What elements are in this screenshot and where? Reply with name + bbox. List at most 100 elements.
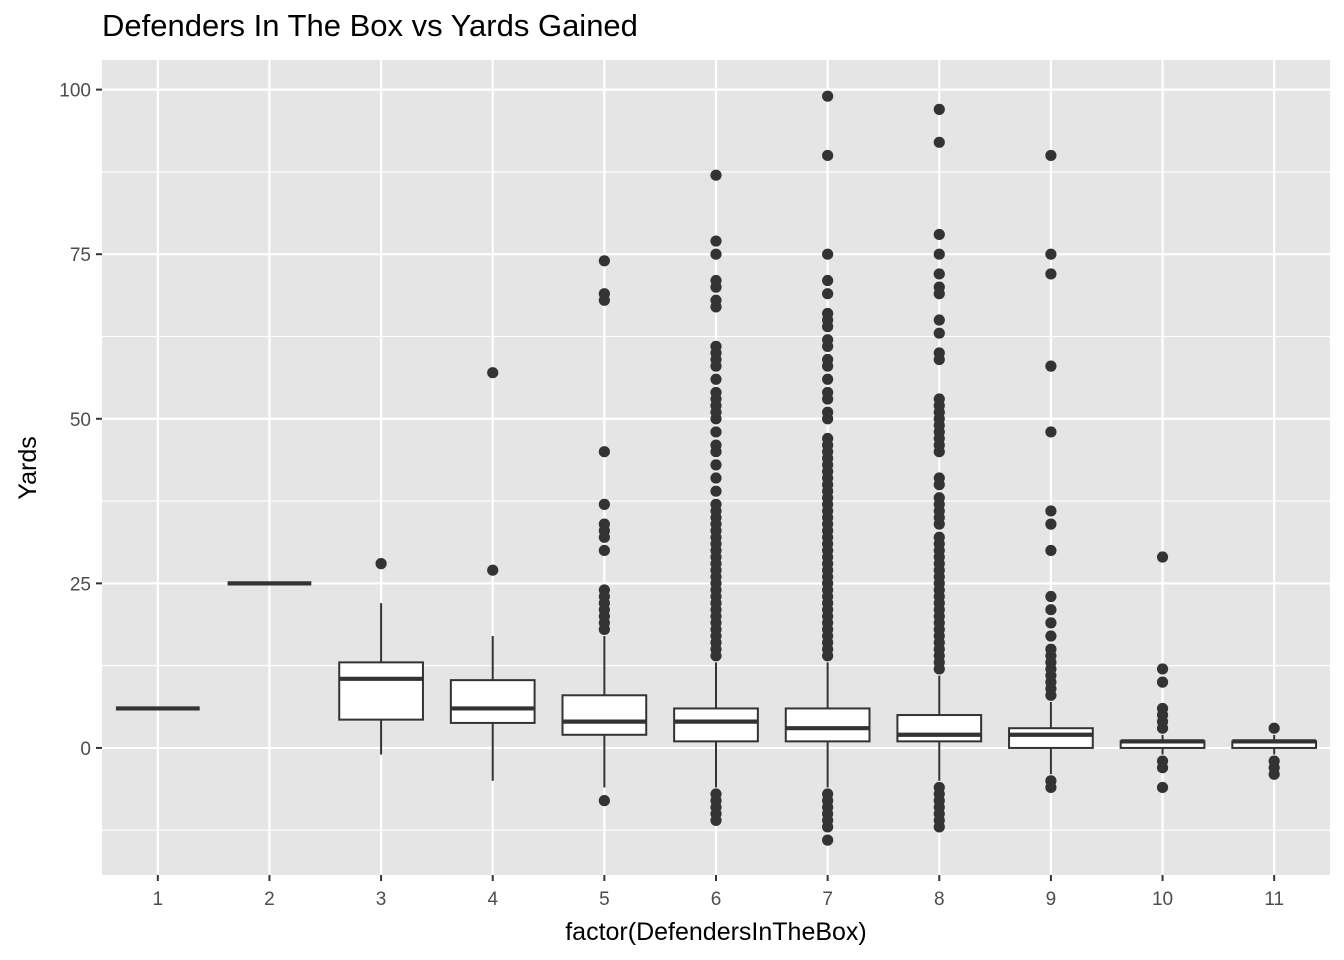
outlier-point — [933, 281, 945, 293]
axis-ticks: 0 25 50 75 100 1 2 3 4 5 6 7 8 9 10 11 — [59, 81, 1284, 910]
outlier-point — [1045, 268, 1057, 280]
outlier-point — [1045, 248, 1057, 260]
outlier-point — [710, 373, 722, 385]
outlier-point — [1045, 426, 1057, 438]
outlier-point — [598, 498, 610, 510]
box — [449, 679, 536, 724]
box-category-8 — [896, 103, 983, 833]
outlier-point — [933, 268, 945, 280]
x-tick-label: 5 — [599, 889, 610, 910]
outlier-point — [710, 485, 722, 497]
outlier-point — [710, 294, 722, 306]
outlier-point — [822, 432, 834, 445]
outlier-point — [822, 406, 834, 418]
outlier-point — [1045, 590, 1057, 603]
outlier-point — [1045, 505, 1057, 517]
box-category-3 — [338, 558, 424, 755]
outlier-point — [1045, 604, 1057, 616]
outlier-point — [710, 274, 722, 287]
outlier-point — [1156, 781, 1169, 794]
outlier-point — [1045, 775, 1057, 787]
outlier-point — [710, 426, 722, 438]
outlier-point — [1156, 676, 1169, 688]
outlier-point — [822, 353, 834, 366]
outlier-point — [933, 314, 945, 326]
outlier-point — [598, 288, 610, 300]
outlier-point — [1045, 149, 1057, 162]
outlier-point — [933, 103, 945, 115]
outlier-point — [933, 492, 945, 504]
outlier-point — [933, 136, 945, 148]
outlier-point — [710, 788, 722, 800]
outlier-point — [822, 248, 834, 260]
outlier-point — [710, 439, 722, 451]
y-tick-label: 100 — [59, 81, 91, 102]
box-category-10 — [1119, 551, 1206, 794]
x-tick-label: 11 — [1264, 889, 1284, 910]
outlier-point — [1156, 755, 1169, 767]
outlier-point — [822, 373, 834, 385]
outlier-point — [1045, 360, 1057, 372]
outlier-point — [710, 459, 722, 471]
x-tick-label: 7 — [822, 889, 833, 910]
outlier-point — [1045, 617, 1057, 629]
y-tick-label: 50 — [70, 410, 91, 431]
outlier-point — [822, 149, 834, 162]
outlier-point — [710, 498, 722, 510]
outlier-point — [822, 288, 834, 300]
outlier-point — [1045, 643, 1057, 655]
outlier-point — [487, 564, 499, 576]
box-category-6 — [673, 169, 759, 826]
y-tick-label: 0 — [80, 739, 91, 760]
outlier-point — [933, 393, 945, 405]
outlier-point — [822, 386, 834, 399]
outlier-point — [598, 544, 610, 557]
outlier-point — [1045, 544, 1057, 557]
outlier-point — [710, 340, 722, 352]
outlier-point — [822, 90, 834, 102]
outlier-point — [1045, 518, 1057, 530]
outlier-point — [598, 584, 610, 596]
x-tick-label: 3 — [376, 889, 387, 910]
box-category-9 — [1008, 149, 1094, 794]
box-category-11 — [1231, 722, 1318, 780]
outlier-point — [598, 255, 610, 267]
outlier-point — [598, 446, 610, 458]
box — [1008, 727, 1094, 749]
outlier-point — [710, 235, 722, 247]
x-tick-label: 9 — [1046, 889, 1057, 910]
box — [673, 707, 759, 743]
outlier-point — [1045, 630, 1057, 642]
outlier-point — [1156, 663, 1169, 675]
outlier-point — [933, 228, 945, 241]
box-category-5 — [561, 255, 648, 807]
box — [338, 661, 424, 721]
outlier-point — [710, 169, 722, 181]
x-tick-label: 1 — [153, 889, 164, 910]
outlier-point — [375, 558, 387, 570]
boxplot-layer — [115, 90, 1318, 846]
outlier-point — [933, 327, 945, 339]
outlier-point — [822, 788, 834, 800]
x-tick-label: 4 — [487, 889, 498, 910]
x-tick-label: 2 — [264, 889, 275, 910]
x-tick-label: 8 — [934, 889, 945, 910]
outlier-point — [598, 518, 610, 530]
outlier-point — [933, 781, 945, 794]
outlier-point — [933, 531, 945, 543]
outlier-point — [1268, 722, 1280, 734]
box — [784, 707, 871, 743]
outlier-point — [822, 334, 834, 346]
box-category-4 — [449, 367, 536, 781]
outlier-point — [933, 248, 945, 260]
x-axis-title: factor(DefendersInTheBox) — [565, 918, 867, 946]
outlier-point — [710, 472, 722, 484]
outlier-point — [933, 347, 945, 359]
box — [561, 694, 648, 736]
outlier-point — [487, 367, 499, 379]
outlier-point — [1156, 551, 1169, 563]
outlier-point — [822, 834, 834, 846]
y-tick-label: 75 — [70, 245, 91, 266]
outlier-point — [710, 386, 722, 399]
